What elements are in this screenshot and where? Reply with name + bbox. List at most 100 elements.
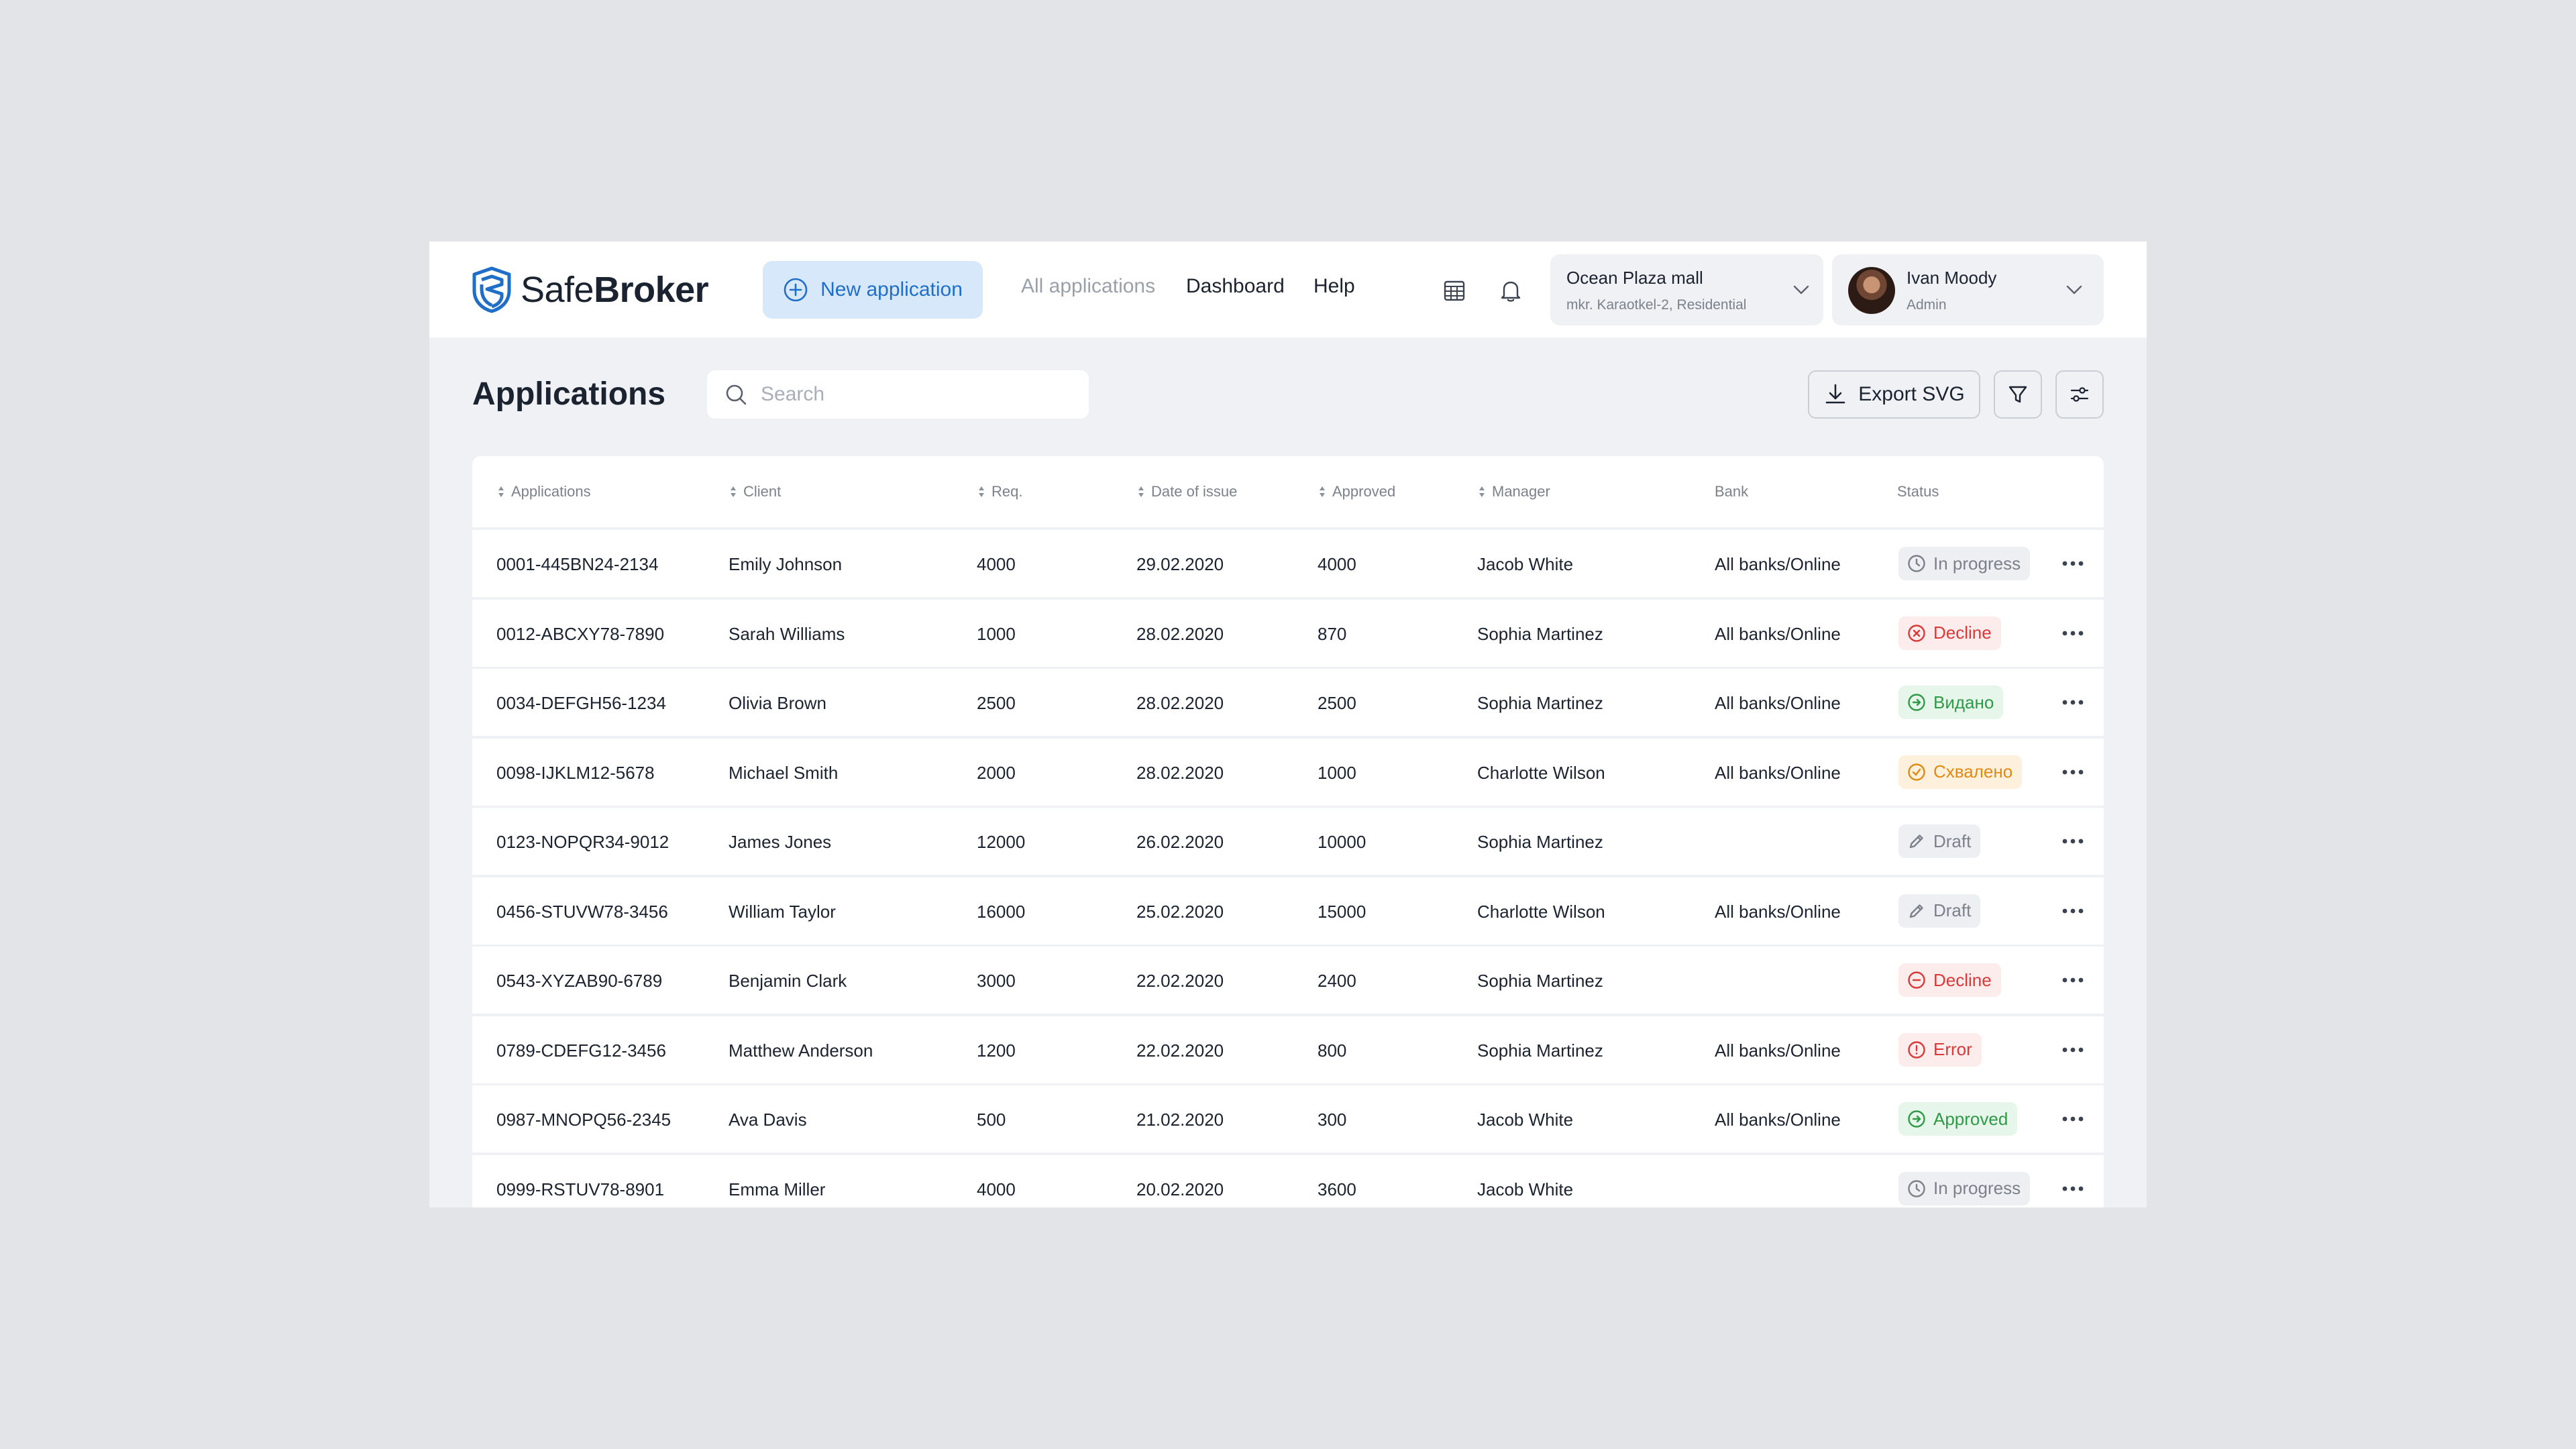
cell-date-of-issue: 29.02.2020 [1136, 554, 1224, 574]
cell-application-id: 0999-RSTUV78-8901 [496, 1179, 665, 1199]
cell-req: 4000 [977, 1179, 1016, 1199]
status-label: Decline [1933, 969, 1992, 990]
cell-approved: 4000 [1318, 554, 1356, 574]
search-input[interactable] [761, 383, 1056, 406]
row-menu-button[interactable] [2058, 969, 2088, 991]
header-col-date-of-issue[interactable]: Date of issue [1136, 483, 1237, 500]
header-col-client[interactable]: Client [729, 483, 781, 500]
more-horizontal-icon [2062, 561, 2084, 566]
row-menu-button[interactable] [2058, 900, 2088, 922]
plus-circle-icon [784, 278, 808, 302]
table-row[interactable]: 0789-CDEFG12-3456 Matthew Anderson 1200 22.… [472, 1016, 2104, 1083]
status-badge: Error [1898, 1032, 1982, 1067]
header-label: Applications [511, 483, 591, 500]
row-menu-button[interactable] [2058, 553, 2088, 574]
calendar-icon [1444, 280, 1465, 301]
new-application-label: New application [820, 278, 963, 301]
cell-approved: 2400 [1318, 971, 1356, 991]
table-row[interactable]: 0012-ABCXY78-7890 Sarah Williams 1000 28.02… [472, 599, 2104, 667]
table-row[interactable]: 0123-NOPQR34-9012 James Jones 12000 26.02.2… [472, 808, 2104, 875]
location-select[interactable]: Ocean Plaza mall mkr. Karaotkel-2, Resid… [1550, 254, 1823, 325]
cell-bank: All banks/Online [1715, 554, 1841, 574]
table-row[interactable]: 0987-MNOPQ56-2345 Ava Davis 500 21.02.2020 3… [472, 1085, 2104, 1152]
nav-dashboard[interactable]: Dashboard [1186, 275, 1285, 297]
logo-text: SafeBroker [521, 269, 709, 311]
row-menu-button[interactable] [2058, 1039, 2088, 1061]
table-row[interactable]: 0001-445BN24-2134 Emily Johnson 4000 29.02.… [472, 530, 2104, 597]
cell-manager: Jacob White [1477, 1110, 1574, 1130]
table-row[interactable]: 0543-XYZAB90-6789 Benjamin Clark 3000 22.02… [472, 947, 2104, 1014]
status-badge: In progress [1898, 547, 2031, 580]
header-col-req[interactable]: Req. [977, 483, 1022, 500]
nav-help[interactable]: Help [1313, 275, 1355, 297]
row-menu-button[interactable] [2058, 1108, 2088, 1130]
row-menu-button[interactable] [2058, 1178, 2088, 1199]
status-label: Decline [1933, 623, 1992, 643]
table-body: 0001-445BN24-2134 Emily Johnson 4000 29.02.… [472, 530, 2104, 1208]
cell-manager: Charlotte Wilson [1477, 762, 1605, 783]
status-label: Видано [1933, 692, 1994, 712]
cell-approved: 10000 [1318, 832, 1366, 852]
cell-req: 12000 [977, 832, 1026, 852]
user-name: Ivan Moody [1907, 268, 1997, 288]
export-svg-button[interactable]: Export SVG [1808, 370, 1980, 419]
status-label: Approved [1933, 1108, 2008, 1129]
row-menu-button[interactable] [2058, 761, 2088, 783]
cell-date-of-issue: 20.02.2020 [1136, 1179, 1224, 1199]
sort-icon [731, 486, 736, 497]
table-row[interactable]: 0098-IJKLM12-5678 Michael Smith 2000 28.02.… [472, 738, 2104, 806]
status-label: Draft [1933, 830, 1972, 851]
status-badge: In progress [1898, 1171, 2031, 1205]
cell-bank: All banks/Online [1715, 901, 1841, 922]
table-row[interactable]: 0456-STUVW78-3456 William Taylor 16000 25.0… [472, 877, 2104, 945]
logo-text-bold: Broker [594, 270, 709, 310]
cell-req: 500 [977, 1110, 1006, 1130]
arrow-right-circle-icon [1908, 694, 1925, 711]
logo[interactable]: SafeBroker [471, 265, 709, 315]
cell-bank: All banks/Online [1715, 623, 1841, 644]
clock-icon [1908, 555, 1925, 572]
cell-date-of-issue: 22.02.2020 [1136, 1040, 1224, 1061]
more-horizontal-icon [2062, 1047, 2084, 1052]
x-circle-icon [1908, 624, 1925, 642]
cell-date-of-issue: 22.02.2020 [1136, 971, 1224, 991]
more-horizontal-icon [2062, 631, 2084, 635]
sort-icon [979, 486, 984, 497]
status-badge: Схвалено [1898, 755, 2023, 789]
location-title: Ocean Plaza mall [1566, 268, 1703, 288]
cell-approved: 3600 [1318, 1179, 1356, 1199]
check-circle-icon [1908, 763, 1925, 781]
nav-all-applications[interactable]: All applications [1021, 275, 1156, 297]
cell-bank: All banks/Online [1715, 693, 1841, 713]
more-horizontal-icon [2062, 839, 2084, 844]
chevron-down-icon [1793, 285, 1809, 294]
cell-req: 1000 [977, 623, 1016, 644]
header-col-applications[interactable]: Applications [496, 483, 591, 500]
sort-icon [1479, 486, 1485, 497]
cell-approved: 870 [1318, 623, 1347, 644]
calendar-button[interactable] [1439, 275, 1470, 306]
cell-req: 16000 [977, 901, 1026, 922]
header-col-manager[interactable]: Manager [1477, 483, 1550, 500]
search-box[interactable] [707, 370, 1089, 419]
cell-req: 2500 [977, 693, 1016, 713]
cell-approved: 2500 [1318, 693, 1356, 713]
notifications-button[interactable] [1495, 275, 1526, 306]
new-application-button[interactable]: New application [763, 261, 983, 319]
table-row[interactable]: 0999-RSTUV78-8901 Emma Miller 4000 20.02.20… [472, 1155, 2104, 1208]
more-horizontal-icon [2062, 908, 2084, 913]
more-horizontal-icon [2062, 1116, 2084, 1122]
table-row[interactable]: 0034-DEFGH56-1234 Olivia Brown 2500 28.02.2… [472, 669, 2104, 736]
header-col-approved[interactable]: Approved [1318, 483, 1395, 500]
cell-application-id: 0012-ABCXY78-7890 [496, 623, 665, 644]
row-menu-button[interactable] [2058, 830, 2088, 852]
table-settings-button[interactable] [2055, 370, 2104, 419]
user-menu[interactable]: Ivan Moody Admin [1832, 254, 2104, 325]
row-menu-button[interactable] [2058, 623, 2088, 644]
status-label: Схвалено [1933, 761, 2013, 782]
header-label: Approved [1332, 483, 1396, 500]
row-menu-button[interactable] [2058, 692, 2088, 713]
more-horizontal-icon [2062, 700, 2084, 705]
filter-button[interactable] [1994, 370, 2042, 419]
cell-client: Michael Smith [729, 762, 839, 783]
